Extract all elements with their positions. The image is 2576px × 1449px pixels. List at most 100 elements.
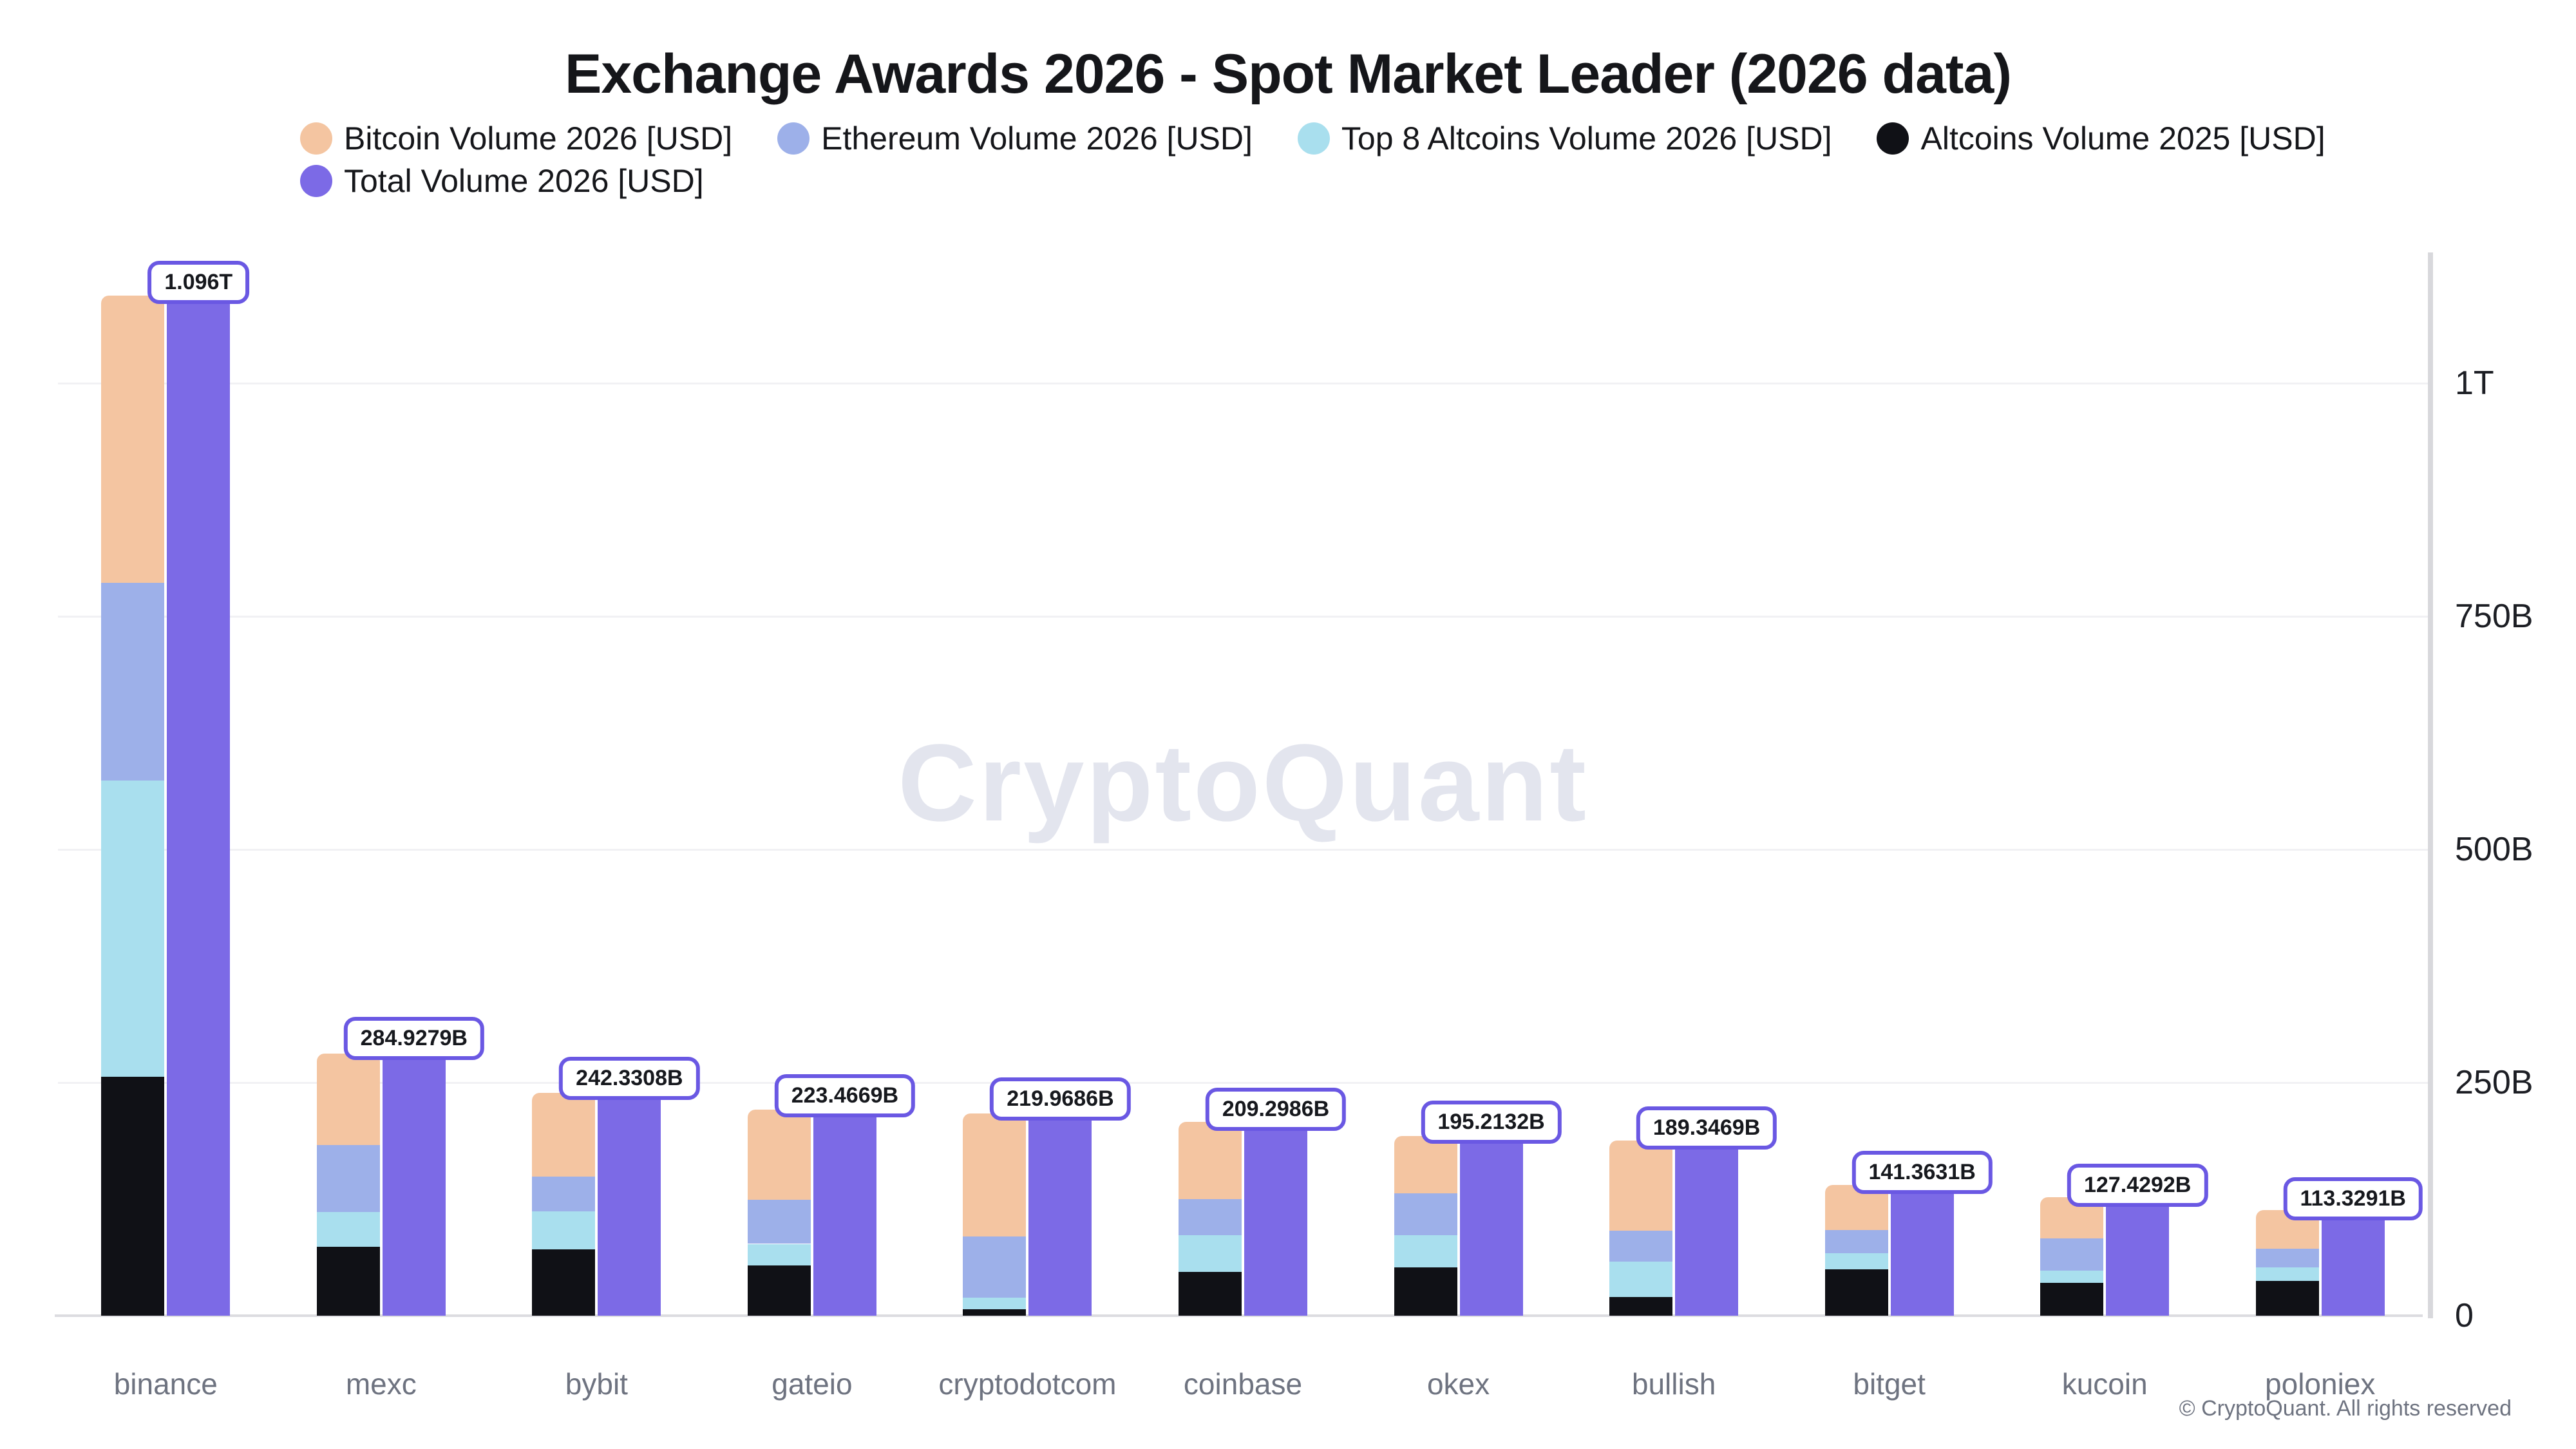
legend-item-ethereum-volume-2026-usd[interactable]: Ethereum Volume 2026 [USD] [777, 120, 1253, 157]
bar-total-binance[interactable] [167, 293, 231, 1316]
value-label-mexc: 284.9279B [343, 1017, 484, 1061]
legend-dot-icon [777, 122, 810, 155]
bar-segment-top-8-altcoins-volume-2026-usd-bitget[interactable] [1824, 1253, 1888, 1269]
bar-segment-altcoins-volume-2025-usd-bybit[interactable] [532, 1249, 596, 1316]
y-tick-label-500B: 500B [2455, 831, 2533, 868]
bar-segment-altcoins-volume-2025-usd-mexc[interactable] [316, 1246, 380, 1316]
bar-segment-altcoins-volume-2025-usd-kucoin[interactable] [2040, 1283, 2104, 1316]
bar-segment-ethereum-volume-2026-usd-bitget[interactable] [1824, 1229, 1888, 1253]
legend-item-label: Top 8 Altcoins Volume 2026 [USD] [1341, 120, 1832, 156]
legend-item-label: Ethereum Volume 2026 [USD] [821, 120, 1253, 156]
bar-segment-ethereum-volume-2026-usd-cryptodotcom[interactable] [963, 1236, 1027, 1298]
bar-segment-top-8-altcoins-volume-2026-usd-mexc[interactable] [316, 1212, 380, 1247]
bar-segment-bitcoin-volume-2026-usd-cryptodotcom[interactable] [963, 1113, 1027, 1236]
legend-item-altcoins-volume-2025-usd[interactable]: Altcoins Volume 2025 [USD] [1877, 120, 2325, 157]
legend-dot-icon [300, 122, 332, 155]
bar-segment-bitcoin-volume-2026-usd-mexc[interactable] [316, 1054, 380, 1145]
y-tick-label-0: 0 [2455, 1297, 2474, 1334]
bar-segment-bitcoin-volume-2026-usd-binance[interactable] [101, 295, 165, 583]
y-axis-line [2428, 252, 2433, 1318]
bar-segment-bitcoin-volume-2026-usd-bybit[interactable] [532, 1092, 596, 1177]
legend-item-bitcoin-volume-2026-usd[interactable]: Bitcoin Volume 2026 [USD] [300, 120, 732, 157]
x-axis-label-bullish: bullish [1631, 1367, 1716, 1401]
bar-segment-ethereum-volume-2026-usd-gateio[interactable] [747, 1200, 811, 1244]
x-axis-label-poloniex: poloniex [2265, 1367, 2376, 1401]
bar-segment-top-8-altcoins-volume-2026-usd-bybit[interactable] [532, 1211, 596, 1250]
bar-segment-ethereum-volume-2026-usd-kucoin[interactable] [2040, 1238, 2104, 1271]
bar-segment-altcoins-volume-2025-usd-bullish[interactable] [1609, 1297, 1673, 1316]
x-axis-label-binance: binance [113, 1367, 218, 1401]
x-axis-label-kucoin: kucoin [2061, 1367, 2148, 1401]
bar-segment-bitcoin-volume-2026-usd-coinbase[interactable] [1179, 1121, 1242, 1199]
value-label-okex: 195.2132B [1421, 1101, 1562, 1144]
bar-segment-bitcoin-volume-2026-usd-gateio[interactable] [747, 1109, 811, 1200]
gridline-250B [58, 1082, 2428, 1084]
x-axis-label-coinbase: coinbase [1183, 1367, 1303, 1401]
legend-item-label: Total Volume 2026 [USD] [344, 163, 704, 199]
legend-dot-icon [1297, 122, 1330, 155]
bar-segment-altcoins-volume-2025-usd-coinbase[interactable] [1179, 1271, 1242, 1316]
x-axis-label-gateio: gateio [772, 1367, 853, 1401]
y-tick-label-250B: 250B [2455, 1064, 2533, 1101]
bar-total-gateio[interactable] [813, 1107, 876, 1316]
bar-total-kucoin[interactable] [2106, 1197, 2170, 1316]
bar-segment-ethereum-volume-2026-usd-bullish[interactable] [1609, 1231, 1673, 1262]
y-tick-label-750B: 750B [2455, 598, 2533, 635]
value-label-cryptodotcom: 219.9686B [990, 1077, 1131, 1121]
bar-segment-bitcoin-volume-2026-usd-okex[interactable] [1394, 1135, 1457, 1194]
bar-segment-top-8-altcoins-volume-2026-usd-coinbase[interactable] [1179, 1235, 1242, 1272]
footer-copyright: © CryptoQuant. All rights reserved [2179, 1396, 2512, 1421]
bar-segment-altcoins-volume-2025-usd-poloniex[interactable] [2255, 1281, 2319, 1316]
legend-item-total-volume-2026-usd[interactable]: Total Volume 2026 [USD] [300, 162, 704, 200]
bar-segment-top-8-altcoins-volume-2026-usd-okex[interactable] [1394, 1235, 1457, 1267]
legend-item-label: Altcoins Volume 2025 [USD] [1920, 120, 2325, 156]
bar-total-cryptodotcom[interactable] [1028, 1110, 1092, 1316]
legend: Bitcoin Volume 2026 [USD] Ethereum Volume… [300, 120, 2425, 200]
bar-segment-ethereum-volume-2026-usd-coinbase[interactable] [1179, 1199, 1242, 1236]
bar-segment-top-8-altcoins-volume-2026-usd-cryptodotcom[interactable] [963, 1298, 1027, 1309]
x-axis-label-bitget: bitget [1853, 1367, 1926, 1401]
bar-total-coinbase[interactable] [1244, 1120, 1307, 1316]
x-axis-label-mexc: mexc [345, 1367, 417, 1401]
bar-segment-top-8-altcoins-volume-2026-usd-kucoin[interactable] [2040, 1271, 2104, 1283]
bar-total-mexc[interactable] [382, 1050, 446, 1316]
legend-dot-icon [300, 165, 332, 197]
x-axis-label-cryptodotcom: cryptodotcom [938, 1367, 1117, 1401]
bar-segment-altcoins-volume-2025-usd-bitget[interactable] [1824, 1269, 1888, 1316]
legend-item-top-8-altcoins-volume-2026-usd[interactable]: Top 8 Altcoins Volume 2026 [USD] [1297, 120, 1832, 157]
bar-segment-bitcoin-volume-2026-usd-bullish[interactable] [1609, 1140, 1673, 1231]
value-label-kucoin: 127.4292B [2067, 1164, 2208, 1208]
bar-total-okex[interactable] [1459, 1133, 1523, 1316]
bar-segment-ethereum-volume-2026-usd-bybit[interactable] [532, 1177, 596, 1211]
bar-segment-altcoins-volume-2025-usd-binance[interactable] [101, 1077, 165, 1316]
bar-segment-altcoins-volume-2025-usd-okex[interactable] [1394, 1267, 1457, 1316]
bar-segment-ethereum-volume-2026-usd-mexc[interactable] [316, 1145, 380, 1213]
bar-total-bitget[interactable] [1890, 1184, 1954, 1316]
x-axis-line [55, 1314, 2423, 1317]
bar-segment-top-8-altcoins-volume-2026-usd-binance[interactable] [101, 780, 165, 1077]
bar-total-bybit[interactable] [598, 1090, 661, 1316]
bar-segment-top-8-altcoins-volume-2026-usd-bullish[interactable] [1609, 1262, 1673, 1298]
bar-total-poloniex[interactable] [2321, 1209, 2385, 1316]
value-label-gateio: 223.4669B [774, 1074, 916, 1118]
legend-dot-icon [1877, 122, 1909, 155]
bar-segment-top-8-altcoins-volume-2026-usd-gateio[interactable] [747, 1244, 811, 1265]
value-label-binance: 1.096T [147, 260, 250, 304]
value-label-poloniex: 113.3291B [2283, 1177, 2423, 1220]
gridline-1T [58, 383, 2428, 384]
legend-item-label: Bitcoin Volume 2026 [USD] [344, 120, 733, 156]
bar-segment-altcoins-volume-2025-usd-gateio[interactable] [747, 1265, 811, 1316]
bar-segment-ethereum-volume-2026-usd-poloniex[interactable] [2255, 1248, 2319, 1267]
bar-segment-ethereum-volume-2026-usd-okex[interactable] [1394, 1193, 1457, 1236]
y-tick-label-1T: 1T [2455, 365, 2494, 402]
value-label-coinbase: 209.2986B [1205, 1087, 1347, 1131]
bar-segment-top-8-altcoins-volume-2026-usd-poloniex[interactable] [2255, 1267, 2319, 1282]
x-axis-label-okex: okex [1426, 1367, 1490, 1401]
x-axis-label-bybit: bybit [565, 1367, 628, 1401]
bar-total-bullish[interactable] [1675, 1139, 1739, 1316]
bar-segment-altcoins-volume-2025-usd-cryptodotcom[interactable] [963, 1309, 1027, 1316]
bar-segment-ethereum-volume-2026-usd-binance[interactable] [101, 582, 165, 781]
gridline-500B [58, 849, 2428, 851]
chart-title: Exchange Awards 2026 - Spot Market Leade… [564, 43, 2012, 105]
